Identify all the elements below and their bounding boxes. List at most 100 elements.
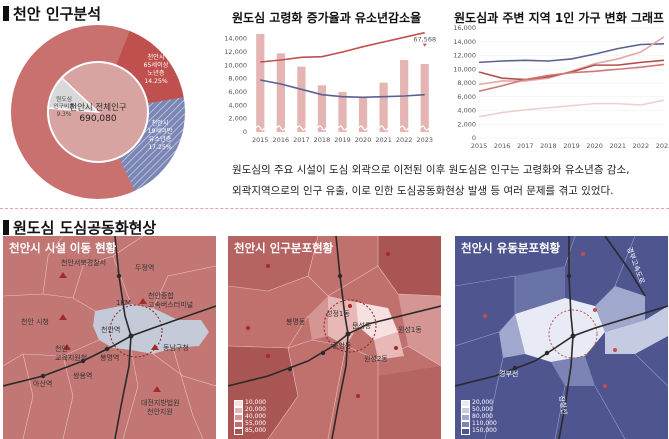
population-donut-chart: 천안시 전체인구 690,080 천안시 65세이상 노년층 14.25% 천안…: [9, 23, 187, 201]
map2-zone: [378, 236, 441, 296]
station-dot: [570, 333, 576, 339]
facility-marker: [59, 314, 67, 320]
station-dot: [116, 273, 122, 279]
map3-zone: [515, 298, 605, 362]
youth-label-4: 17.25%: [148, 144, 172, 151]
marker: [581, 252, 585, 256]
series-line-2: [260, 79, 425, 99]
legend-swatch: [461, 407, 470, 414]
y-tick-label: 14,000: [224, 35, 247, 43]
bar-wave-mark: [337, 125, 348, 131]
map1-labels: 천안서북경찰서 두정역 천안 시청 천안종합 고속버스터미널 1KM 천안역 천…: [21, 258, 193, 416]
y-tick-label: 14,000: [453, 38, 476, 46]
legend-row: 40,000: [234, 414, 266, 421]
bar: [297, 66, 306, 132]
legend-row: 20,000: [234, 407, 266, 414]
section-divider: [0, 208, 669, 209]
x-tick-label: 2021: [609, 142, 626, 150]
legend-row: 150,000: [461, 428, 497, 435]
label-court-b: 천안지원: [147, 407, 173, 416]
elderly-label-1: 천안시: [147, 53, 164, 61]
map3-zone: [515, 266, 565, 314]
label-terminal-b: 고속버스터미널: [148, 300, 193, 309]
map1-title: 천안시 시설 이동 현황: [9, 241, 117, 255]
legend-swatch: [234, 421, 243, 428]
legend-row: 80,000: [461, 414, 497, 421]
bar: [338, 92, 347, 132]
map2-zone: [398, 294, 441, 366]
y-tick-label: 10,000: [453, 65, 476, 73]
label-wonseong1: 원성1동: [398, 325, 422, 334]
map1-canvas: 천안서북경찰서 두정역 천안 시청 천안종합 고속버스터미널 1KM 천안역 천…: [3, 236, 216, 439]
station-dot: [566, 273, 572, 279]
aging-bar-line-chart: 0 2,000 4,000 6,000 8,000 10,000 12,000 14,000 2…: [224, 31, 436, 144]
population-section-title: 천안 인구분석: [3, 3, 101, 24]
station-dot: [544, 350, 550, 356]
map2-zone: [308, 296, 328, 340]
y-tick-label: 10,000: [224, 61, 247, 69]
facility-movement-map: 천안서북경찰서 두정역 천안 시청 천안종합 고속버스터미널 1KM 천안역 천…: [3, 236, 216, 439]
marker: [613, 348, 617, 352]
map2-legend: 10,000 20,000 40,000 55,000 85,000: [234, 400, 266, 435]
chart1-title: 원도심 고령화 증가율과 유소년감소율: [232, 11, 422, 25]
x-tick-label: 2017: [517, 142, 534, 150]
bar: [420, 64, 429, 132]
legend-label: 50,000: [472, 406, 493, 414]
legend-label: 80,000: [472, 413, 493, 421]
map3-markers: [483, 252, 617, 388]
x-tick-label: 2022: [633, 142, 650, 150]
legend-label: 20,000: [472, 399, 493, 407]
x-tick-label: 2016: [494, 142, 511, 150]
marker: [394, 346, 398, 350]
label-jungang: 중앙동: [332, 342, 352, 350]
marker: [246, 326, 250, 330]
marker: [356, 394, 360, 398]
series-line-5: [478, 99, 665, 118]
legend-label: 150,000: [472, 427, 497, 435]
x-tick-label: 2015: [252, 136, 269, 144]
label-bongmyeong: 봉명역: [100, 353, 119, 362]
legend-label: 85,000: [245, 427, 266, 435]
facility-marker: [139, 298, 147, 304]
legend-row: 110,000: [461, 421, 497, 428]
bar: [358, 97, 368, 132]
y-tick-label: 0: [243, 128, 247, 136]
youth-label-3: 유소년층: [149, 135, 172, 143]
legend-swatch: [234, 414, 243, 421]
map2-zone: [374, 332, 404, 360]
legend-row: 20,000: [461, 400, 497, 407]
series-line-1: [478, 43, 665, 64]
legend-row: 85,000: [234, 428, 266, 435]
legend-swatch: [234, 400, 243, 407]
old-city-label-1: 원도심: [56, 95, 72, 103]
bar: [379, 82, 388, 132]
floating-population-map: 경부선 경부고속도로 장항선 천안시 유동분포현황 20,000 50,000 …: [455, 236, 668, 439]
marker: [386, 252, 390, 256]
title-bar-marker: [3, 6, 9, 21]
legend-swatch: [461, 400, 470, 407]
donut-outer-border: [9, 23, 187, 201]
description-line-1: 원도심의 주요 시설이 도심 외곽으로 이전된 이후 원도심은 인구는 고령화와…: [232, 164, 630, 176]
legend-swatch: [461, 421, 470, 428]
youth-label-2: 19세미만: [148, 127, 173, 135]
map1-1km-radius: [109, 304, 163, 358]
donut-center-label: 천안시 전체인구: [69, 102, 127, 113]
x-tick-label: 2023: [416, 136, 433, 144]
description-line-2: 외곽지역으로의 인구 유출, 이로 인한 도심공동화현상 발생 등 여러 문제를…: [232, 185, 614, 197]
label-cityhall: 천안 시청: [21, 317, 49, 326]
map2-title: 천안시 인구분포현황: [234, 241, 334, 255]
station-dot: [80, 358, 86, 364]
x-tick-label: 2016: [273, 136, 290, 144]
x-tick-label: 2018: [540, 142, 557, 150]
legend-row: 55,000: [234, 421, 266, 428]
map2-district-boundaries: [228, 236, 441, 439]
map3-zone: [605, 306, 668, 354]
map3-district-boundaries: [455, 236, 668, 439]
station-dot: [128, 333, 134, 339]
bar-wave-mark: [358, 125, 368, 131]
y-tick-label: 8,000: [228, 75, 247, 83]
map3-title: 천안시 유동분포현황: [461, 241, 561, 255]
facility-marker: [151, 344, 159, 350]
chart1-annotation: 67,568: [413, 36, 436, 44]
bar-wave-mark: [276, 125, 286, 131]
